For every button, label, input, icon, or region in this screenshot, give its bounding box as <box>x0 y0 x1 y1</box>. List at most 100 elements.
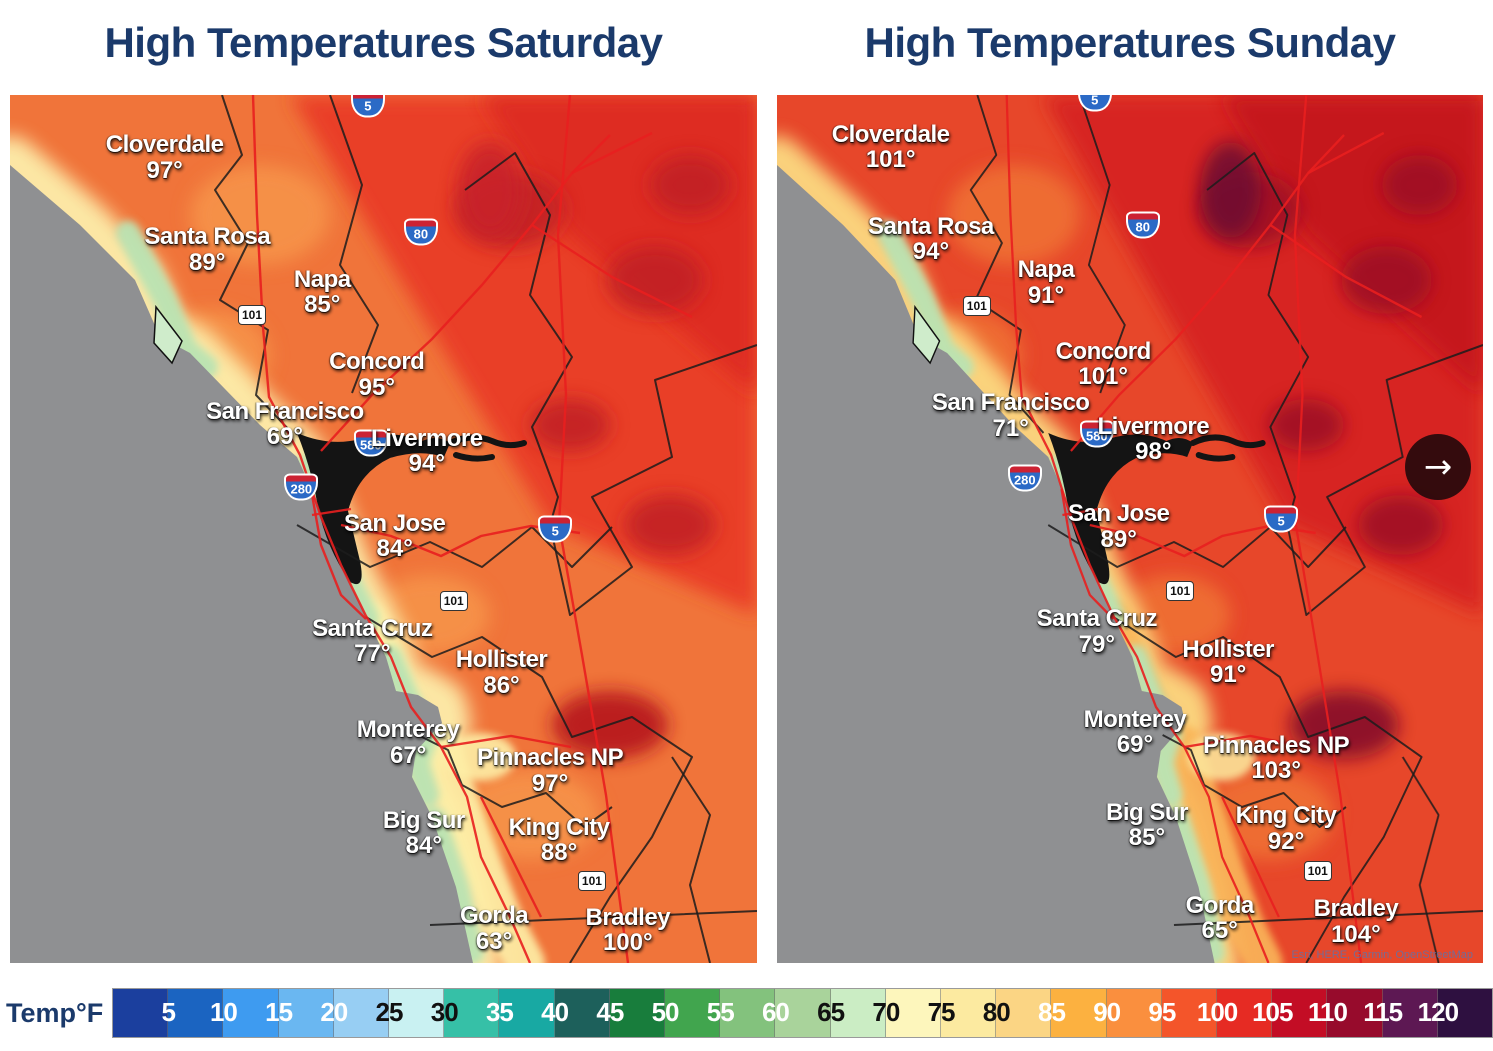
us-route-shield-icon: 101 <box>1166 580 1195 601</box>
colorbar-cell: 35 <box>486 989 555 1037</box>
temperature-colorbar: Temp°F 5 10 15 20 25 30 35 40 45 50 55 60 65 70 75 80 85… <box>0 988 1493 1038</box>
colorbar-tick: 65 <box>817 996 845 1027</box>
colorbar-tick: 60 <box>761 996 790 1027</box>
city-name: Bradley <box>585 903 671 931</box>
colorbar-label: Temp°F <box>6 997 104 1028</box>
city-label: Gorda 63° <box>460 903 529 954</box>
city-temp: 91° <box>1209 661 1247 689</box>
city-temp: 101° <box>865 146 916 174</box>
colorbar-cell: 70 <box>872 989 942 1037</box>
city-label: Pinnacles NP 97° <box>477 745 624 797</box>
city-temp: 86° <box>483 671 520 699</box>
us-route-shield-icon: 101 <box>577 871 606 892</box>
colorbar-tick: 50 <box>651 996 680 1027</box>
city-temp: 69° <box>1116 731 1154 759</box>
map-graphic <box>10 95 757 963</box>
city-name: Livermore <box>371 424 483 452</box>
city-label: Santa Cruz 79° <box>1036 605 1158 657</box>
city-name: Cloverdale <box>831 120 950 148</box>
city-temp: 88° <box>540 839 578 867</box>
city-temp: 98° <box>1135 438 1172 466</box>
us-route-shield-icon: 101 <box>1303 860 1332 881</box>
city-temp: 97° <box>531 769 569 797</box>
city-temp: 95° <box>358 373 395 401</box>
colorbar-cell: 80 <box>983 989 1052 1037</box>
sunday-map-title: High Temperatures Sunday <box>864 19 1396 66</box>
city-label: Bradley 104° <box>1314 896 1399 948</box>
city-name: Concord <box>329 348 425 376</box>
city-temp: 71° <box>992 414 1029 442</box>
city-name: Big Sur <box>1106 798 1188 826</box>
city-name: San Francisco <box>931 389 1090 417</box>
city-name: Hollister <box>455 646 548 674</box>
map-sunday: Esri, HERE, Garmin, OpenStreetMap Clover… <box>777 95 1483 963</box>
city-label: Napa 91° <box>1017 256 1075 309</box>
interstate-shield-icon: 280 <box>1007 464 1042 492</box>
colorbar-tick: 35 <box>485 996 514 1027</box>
colorbar-tick: 30 <box>430 996 459 1027</box>
colorbar-cell: 60 <box>762 989 831 1037</box>
colorbar-cell: 85 <box>1038 989 1107 1037</box>
city-temp: 89° <box>189 248 226 276</box>
colorbar-tick: 75 <box>927 996 956 1027</box>
city-name: Santa Cruz <box>1036 605 1158 633</box>
city-label: Hollister 91° <box>1182 637 1274 689</box>
city-name: Gorda <box>1185 891 1255 919</box>
city-temp: 92° <box>1267 827 1305 855</box>
city-temp: 77° <box>354 640 391 668</box>
city-label: King City 88° <box>509 815 610 867</box>
city-label: Santa Rosa 94° <box>868 214 994 266</box>
city-name: Santa Cruz <box>312 614 433 642</box>
city-name: Concord <box>1055 337 1152 365</box>
colorbar-tick: 105 <box>1252 996 1293 1027</box>
colorbar-tick: 25 <box>375 996 404 1027</box>
colorbar-tick: 100 <box>1196 996 1238 1027</box>
city-label: Pinnacles NP 103° <box>1203 733 1350 784</box>
colorbar-cell: 75 <box>928 989 997 1037</box>
city-temp: 89° <box>1100 525 1137 553</box>
city-label: San Francisco 71° <box>931 389 1090 442</box>
city-temp: 67° <box>389 741 427 769</box>
city-name: Cloverdale <box>105 131 224 159</box>
city-name: San Jose <box>344 509 446 537</box>
city-temp: 94° <box>408 450 445 478</box>
colorbar-cell: 105 <box>1252 989 1328 1037</box>
city-label: Napa 85° <box>293 265 351 318</box>
colorbar-cell: 20 <box>320 989 390 1037</box>
city-label: Big Sur 84° <box>383 808 465 860</box>
city-label: Big Sur 85° <box>1106 798 1188 851</box>
city-label: King City 92° <box>1236 803 1337 855</box>
city-label: Cloverdale 97° <box>105 131 224 183</box>
us-route-shield-icon: 101 <box>439 591 468 612</box>
colorbar-cells: 5 10 15 20 25 30 35 40 45 50 55 60 65 70 75 80 85 90 95 100… <box>112 988 1493 1038</box>
colorbar-tick: 90 <box>1093 996 1121 1027</box>
colorbar-cell: 65 <box>817 989 886 1037</box>
colorbar-tick: 95 <box>1148 996 1176 1027</box>
city-label: Santa Rosa 89° <box>144 223 271 276</box>
city-label: San Jose 89° <box>1068 501 1170 553</box>
city-temp: 84° <box>405 832 442 860</box>
colorbar-cell: 40 <box>541 989 610 1037</box>
city-temp: 84° <box>376 535 413 563</box>
city-temp: 65° <box>1201 917 1238 945</box>
interstate-shield-icon: 280 <box>284 473 319 501</box>
city-temp: 91° <box>1027 281 1065 309</box>
map-saturday: Cloverdale 97° Santa Rosa 89° Napa 85° Concord… <box>10 95 757 963</box>
colorbar-tick: 20 <box>320 996 348 1027</box>
next-slide-button[interactable]: → <box>1405 434 1471 500</box>
city-name: Santa Rosa <box>144 223 271 251</box>
city-label: Livermore 98° <box>1098 414 1210 466</box>
city-label: Hollister 86° <box>455 646 548 699</box>
arrow-right-icon: → <box>1423 447 1453 487</box>
interstate-shield-icon: 5 <box>1264 505 1299 533</box>
city-label: Livermore 94° <box>371 424 483 478</box>
colorbar-cell: 95 <box>1148 989 1218 1037</box>
city-name: Napa <box>293 265 351 293</box>
us-route-shield-icon: 101 <box>962 295 991 316</box>
city-name: Napa <box>1017 256 1075 284</box>
city-temp: 104° <box>1331 920 1381 948</box>
colorbar-cell <box>113 989 169 1037</box>
city-temp: 94° <box>912 238 950 266</box>
colorbar-cell: 90 <box>1093 989 1162 1037</box>
colorbar-tick: 45 <box>596 996 624 1027</box>
